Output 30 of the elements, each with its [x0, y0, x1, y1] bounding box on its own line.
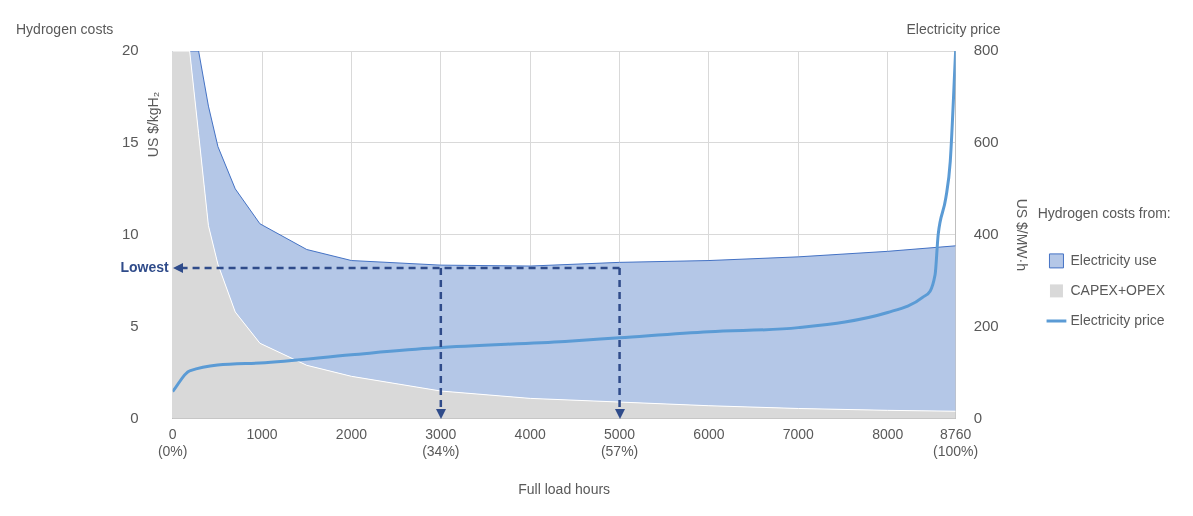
x-tick-label: 7000	[782, 425, 815, 442]
y2-tick-label: 400	[973, 224, 999, 242]
y-axis-title: US $/kgH₂	[144, 91, 161, 158]
legend-label: Electricity price	[1070, 311, 1165, 328]
y-tick-label: 0	[130, 408, 139, 426]
legend-label: Electricity use	[1070, 251, 1158, 268]
x-tick-label: 6000	[693, 425, 725, 442]
y-tick-label: 20	[122, 41, 139, 59]
x-tick-label: 0 (0%)	[157, 425, 188, 459]
y2-tick-label: 600	[973, 133, 999, 151]
x-tick-label: 2000	[335, 425, 368, 442]
x-tick-label: 4000	[514, 425, 546, 442]
x-tick-label: 3000 (34%)	[422, 425, 460, 459]
y2-axis-title: US $/MW·h	[1014, 198, 1031, 271]
legend-label: CAPEX+OPEX	[1070, 281, 1166, 298]
y2-tick-label: 800	[973, 41, 999, 59]
y-tick-label: 15	[122, 133, 139, 151]
y2-tick-label: 0	[973, 408, 982, 426]
y-tick-label: 10	[122, 224, 139, 242]
x-tick-label: 1000	[246, 425, 278, 442]
text: Hydrogen costs	[16, 20, 114, 37]
x-tick-label: 8000	[872, 425, 904, 442]
x-tick-label: 8760 (100%)	[933, 425, 979, 459]
x-tick-label: 5000 (57%)	[600, 425, 639, 459]
text: Electricity price	[906, 20, 1001, 37]
y-tick-label: 5	[130, 316, 139, 334]
y2-tick-label: 200	[973, 316, 999, 334]
ref-line-label: Lowest	[120, 258, 170, 275]
legend-title: Hydrogen costs from:	[1037, 204, 1171, 221]
x-axis-title: Full load hours	[518, 481, 611, 498]
